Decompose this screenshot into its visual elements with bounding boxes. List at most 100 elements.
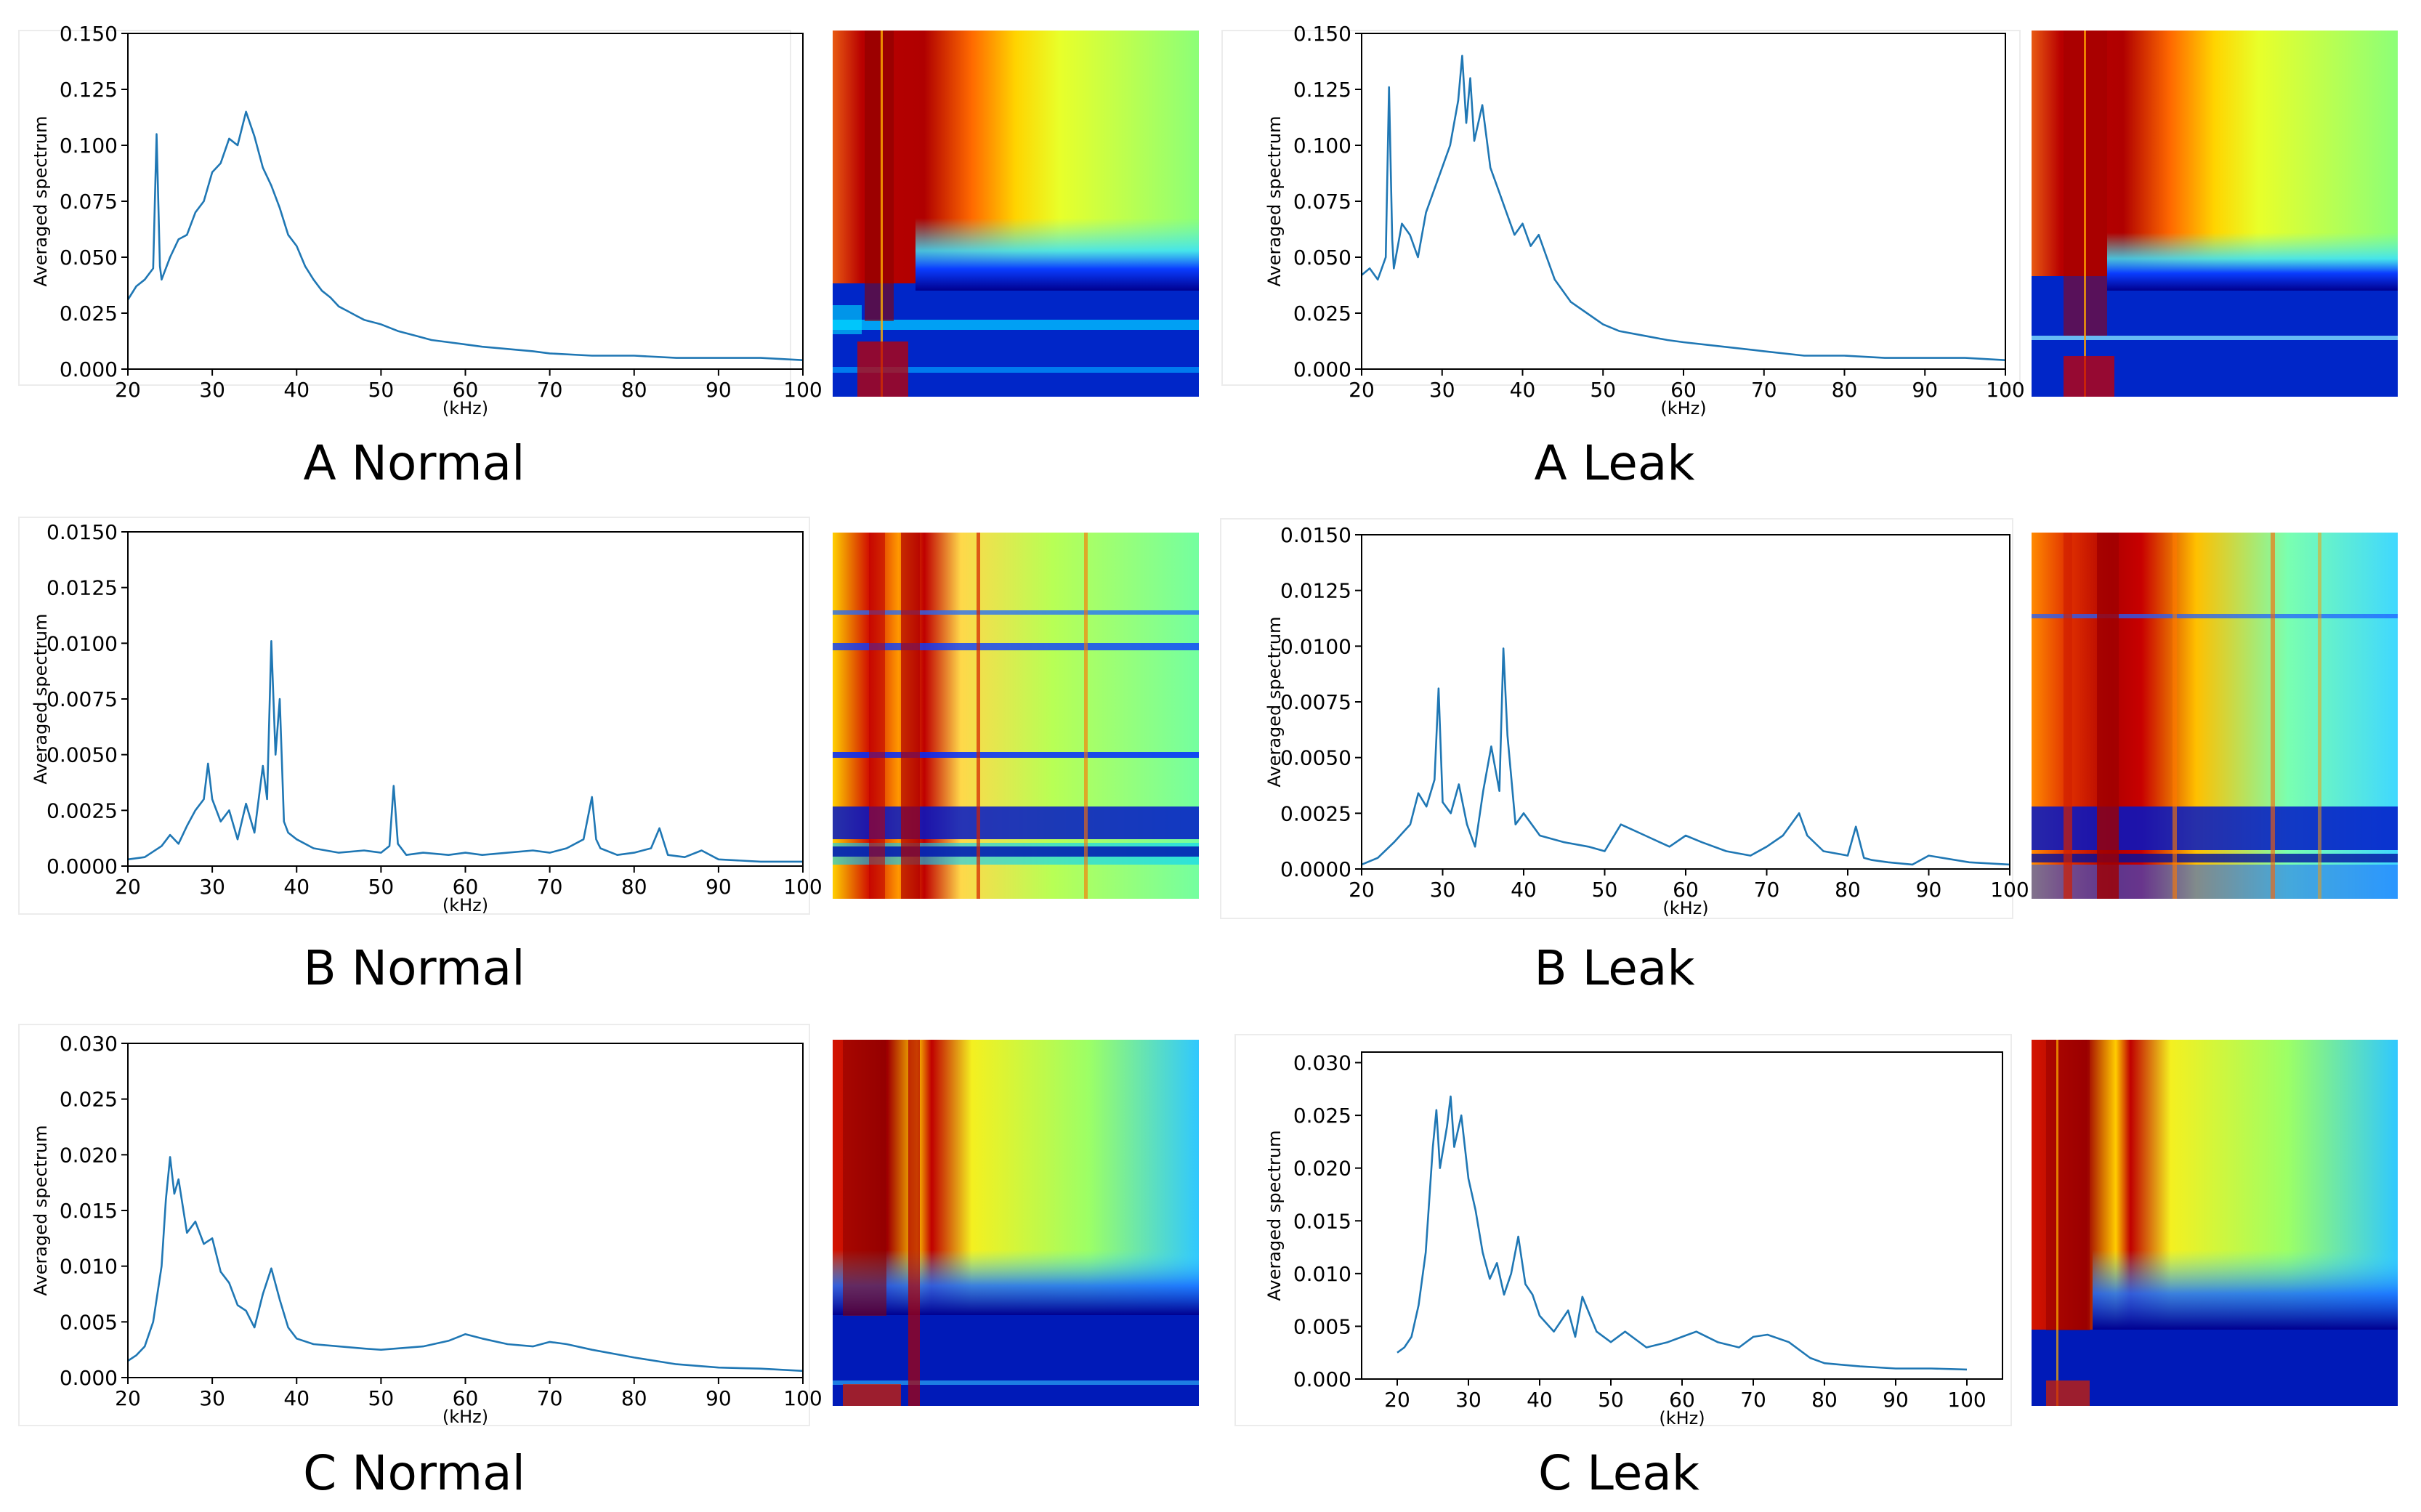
y-tick-label: 0.020 bbox=[1293, 1157, 1351, 1181]
y-axis-label: Averaged spectrum bbox=[31, 116, 51, 287]
x-tick-label: 60 bbox=[453, 1386, 479, 1410]
x-tick-label: 100 bbox=[783, 875, 822, 899]
y-axis-label: Averaged spectrum bbox=[1264, 1131, 1285, 1301]
x-tick-label: 90 bbox=[706, 875, 732, 899]
x-tick-label: 100 bbox=[1986, 378, 2024, 402]
x-tick-label: 50 bbox=[1598, 1388, 1624, 1412]
y-tick-label: 0.010 bbox=[1293, 1262, 1351, 1286]
y-tick-label: 0.0100 bbox=[1280, 634, 1351, 658]
x-tick-label: 40 bbox=[283, 875, 310, 899]
chart-frame bbox=[1221, 30, 2021, 386]
y-tick-label: 0.0000 bbox=[1280, 857, 1351, 881]
y-tick-label: 0.050 bbox=[60, 246, 118, 270]
y-tick-label: 0.125 bbox=[1293, 78, 1351, 102]
y-tick-label: 0.100 bbox=[1293, 134, 1351, 158]
x-tick-label: 50 bbox=[368, 1386, 395, 1410]
heatmap-b-leak bbox=[2032, 533, 2398, 899]
axes-box bbox=[127, 33, 804, 370]
y-tick-label: 0.005 bbox=[1293, 1314, 1351, 1338]
y-tick-label: 0.0075 bbox=[47, 687, 118, 711]
y-tick-label: 0.000 bbox=[1293, 357, 1351, 381]
x-tick-label: 80 bbox=[1811, 1388, 1838, 1412]
y-tick-label: 0.015 bbox=[60, 1199, 118, 1223]
x-tick-label: 40 bbox=[283, 1386, 310, 1410]
series-line bbox=[126, 110, 804, 361]
x-axis-label: (kHz) bbox=[442, 895, 488, 915]
y-tick-label: 0.000 bbox=[1293, 1367, 1351, 1391]
chart-C-normal: 20 30 40 50 60 70 80 90 100 0.000 0.005 0.010 0.015 0… bbox=[18, 1024, 823, 1501]
x-tick-label: 40 bbox=[283, 378, 310, 402]
series-line bbox=[127, 640, 803, 863]
series-line bbox=[127, 1156, 804, 1372]
heatmap-a-leak bbox=[2032, 31, 2398, 397]
x-tick-label: 50 bbox=[368, 875, 395, 899]
x-axis-label: (kHz) bbox=[1659, 1408, 1705, 1428]
x-axis-label: (kHz) bbox=[1660, 398, 1706, 419]
y-tick-label: 0.0025 bbox=[1280, 801, 1351, 825]
y-tick-label: 0.000 bbox=[60, 357, 118, 381]
x-tick-label: 70 bbox=[1751, 378, 1777, 402]
chart-B-leak: 20 30 40 50 60 70 80 90 100 0.0000 0.0025 0.0050 0.0… bbox=[1220, 518, 2029, 996]
x-tick-label: 70 bbox=[537, 378, 563, 402]
y-axis-label: Averaged spectrum bbox=[31, 614, 51, 785]
x-tick-label: 30 bbox=[1455, 1388, 1482, 1412]
x-axis-label: (kHz) bbox=[442, 1407, 488, 1427]
x-tick-label: 20 bbox=[115, 1386, 141, 1410]
x-tick-label: 100 bbox=[1947, 1388, 1986, 1412]
chart-frame bbox=[1220, 518, 2013, 919]
axes-box bbox=[1361, 1051, 2003, 1380]
x-tick-label: 20 bbox=[115, 378, 141, 402]
series-line bbox=[1397, 1095, 1968, 1371]
x-tick-label: 80 bbox=[621, 1386, 647, 1410]
y-tick-label: 0.0075 bbox=[1280, 690, 1351, 714]
y-tick-label: 0.125 bbox=[60, 78, 118, 102]
x-tick-label: 20 bbox=[1349, 878, 1375, 902]
y-tick-label: 0.075 bbox=[60, 190, 118, 214]
x-tick-label: 90 bbox=[1916, 878, 1942, 902]
chart-frame bbox=[1234, 1034, 2012, 1426]
x-tick-label: 80 bbox=[1832, 378, 1858, 402]
x-tick-label: 60 bbox=[1670, 378, 1697, 402]
x-tick-label: 20 bbox=[1384, 1388, 1410, 1412]
axes-box bbox=[1361, 33, 2006, 370]
x-axis-label: (kHz) bbox=[442, 398, 488, 419]
x-tick-label: 100 bbox=[1990, 878, 2029, 902]
chart-A-leak: 20 30 40 50 60 70 80 90 100 0.000 0.025 0.050 0.075 0… bbox=[1221, 22, 2025, 491]
x-tick-label: 90 bbox=[1912, 378, 1938, 402]
y-tick-label: 0.0150 bbox=[1280, 523, 1351, 547]
x-tick-label: 20 bbox=[1349, 378, 1375, 402]
x-tick-label: 30 bbox=[1430, 878, 1456, 902]
x-tick-label: 20 bbox=[115, 875, 141, 899]
panel-caption: B Leak bbox=[1534, 940, 1695, 996]
chart-frame bbox=[18, 30, 791, 386]
x-tick-label: 90 bbox=[706, 1386, 732, 1410]
y-tick-label: 0.050 bbox=[1293, 246, 1351, 270]
y-tick-label: 0.010 bbox=[60, 1255, 118, 1279]
heatmap-c-leak bbox=[2032, 1040, 2398, 1406]
x-tick-label: 70 bbox=[537, 875, 563, 899]
x-tick-label: 30 bbox=[199, 378, 225, 402]
chart-frame bbox=[18, 1024, 810, 1426]
x-tick-label: 80 bbox=[621, 875, 647, 899]
chart-C-leak: 20 30 40 50 60 70 80 90 100 0.000 0.005 0.010 0.015 0… bbox=[1234, 1034, 2012, 1501]
x-tick-label: 80 bbox=[621, 378, 647, 402]
series-line bbox=[1361, 647, 2010, 866]
y-tick-label: 0.0050 bbox=[47, 743, 118, 767]
charts-layer: 20 30 40 50 60 70 80 90 100 0.000 0.025 0.050 0.075 0… bbox=[18, 22, 2029, 1501]
x-tick-label: 90 bbox=[1883, 1388, 1909, 1412]
y-tick-label: 0.0125 bbox=[47, 576, 118, 600]
y-tick-label: 0.075 bbox=[1293, 190, 1351, 214]
heatmap-b-normal bbox=[833, 533, 1199, 899]
x-tick-label: 60 bbox=[453, 378, 479, 402]
x-tick-label: 100 bbox=[783, 1386, 822, 1410]
heatmap-c-normal bbox=[833, 1040, 1199, 1406]
y-tick-label: 0.0125 bbox=[1280, 579, 1351, 603]
x-tick-label: 40 bbox=[1511, 878, 1537, 902]
y-tick-label: 0.025 bbox=[60, 1088, 118, 1112]
x-tick-label: 70 bbox=[537, 1386, 563, 1410]
x-tick-label: 50 bbox=[1590, 378, 1616, 402]
y-tick-label: 0.025 bbox=[60, 302, 118, 326]
x-tick-label: 50 bbox=[1592, 878, 1618, 902]
panel-caption: C Leak bbox=[1538, 1445, 1700, 1501]
x-tick-label: 40 bbox=[1527, 1388, 1553, 1412]
